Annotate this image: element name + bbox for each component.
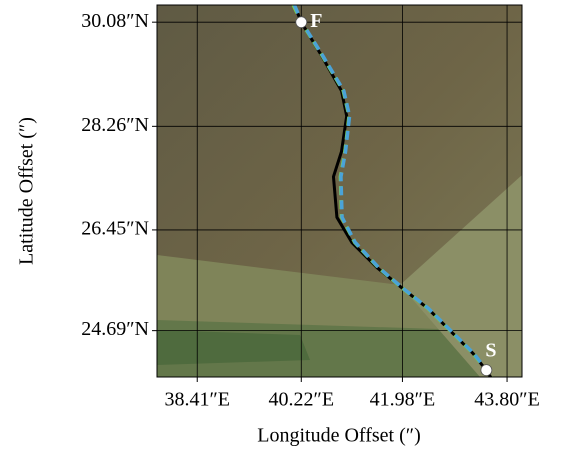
satellite-background	[157, 5, 522, 377]
trajectory-line	[292, 5, 494, 377]
y-tick-label: 24.69″N	[81, 318, 149, 340]
x-axis-label: Longitude Offset (″)	[257, 425, 420, 447]
plot-area	[157, 5, 522, 377]
y-axis-label: Latitude Offset (″)	[16, 117, 38, 265]
x-tick-label: 38.41″E	[164, 389, 230, 411]
plot-frame	[156, 4, 523, 378]
endpoint-marker	[480, 364, 493, 377]
endpoint-marker	[295, 16, 308, 29]
endpoint-label: S	[485, 340, 496, 362]
x-tick-label: 41.98″E	[370, 389, 436, 411]
y-tick-label: 28.26″N	[81, 114, 149, 136]
x-tick-label: 40.22″E	[269, 389, 335, 411]
y-tick-label: 26.45″N	[81, 218, 149, 240]
endpoint-label: F	[310, 10, 322, 32]
x-tick-label: 43.80″E	[474, 389, 540, 411]
y-tick-label: 30.08″N	[81, 10, 149, 32]
